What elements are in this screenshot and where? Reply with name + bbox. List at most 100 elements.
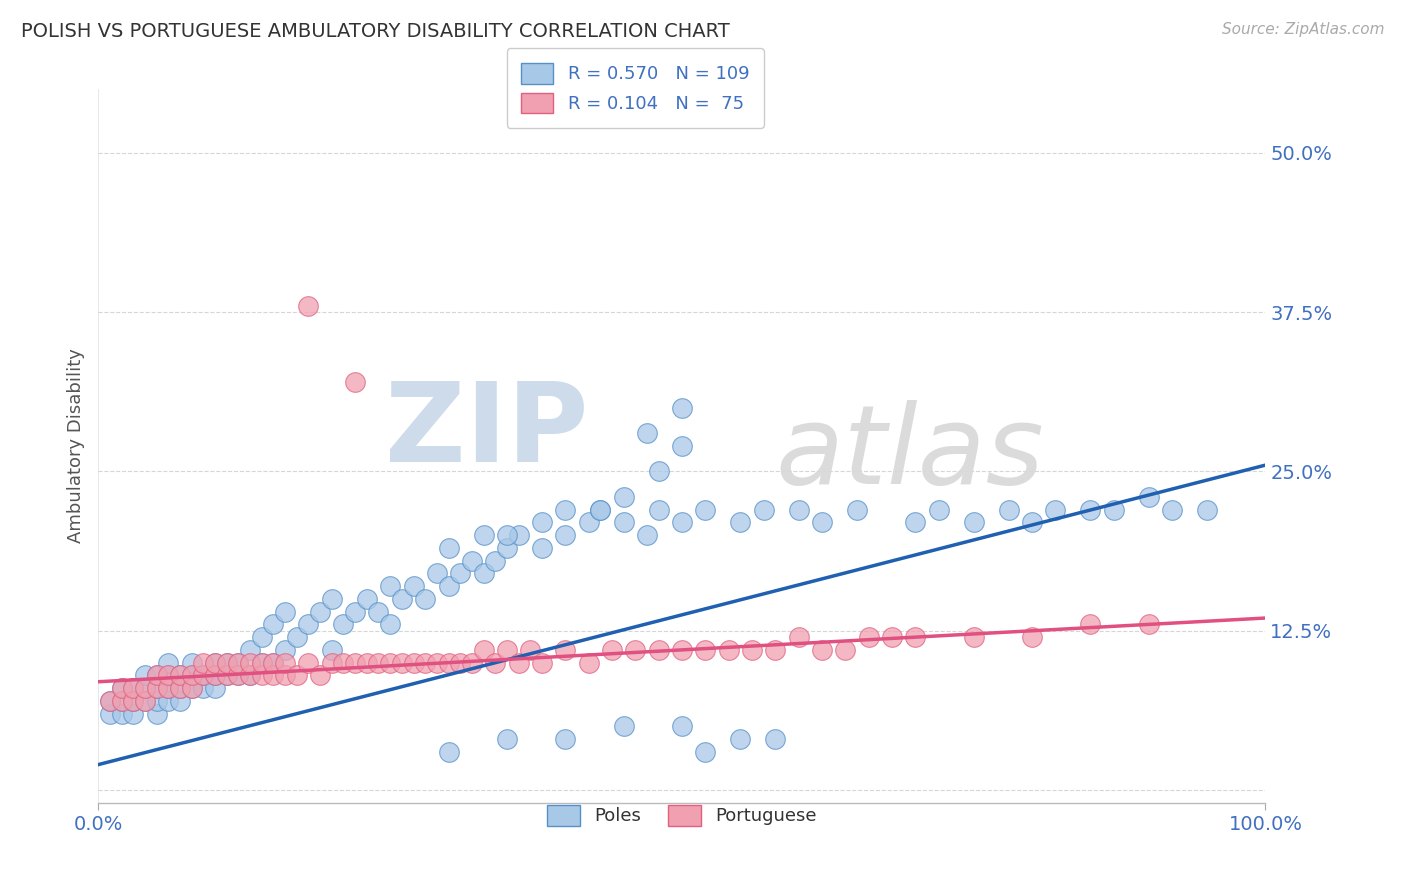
Point — [413, 656, 436, 670]
Point — [111, 694, 134, 708]
Point — [239, 656, 262, 670]
Point — [204, 668, 226, 682]
Point — [554, 502, 576, 516]
Point — [519, 643, 541, 657]
Point — [122, 706, 145, 721]
Point — [763, 643, 786, 657]
Point — [146, 681, 169, 695]
Point — [180, 681, 202, 695]
Point — [215, 668, 238, 682]
Point — [636, 426, 658, 441]
Point — [997, 502, 1019, 516]
Text: atlas: atlas — [775, 400, 1043, 507]
Point — [1195, 502, 1218, 516]
Point — [695, 745, 717, 759]
Point — [297, 299, 319, 313]
Point — [589, 502, 612, 516]
Point — [250, 668, 273, 682]
Point — [157, 668, 180, 682]
Point — [297, 656, 319, 670]
Point — [496, 732, 519, 747]
Point — [215, 668, 238, 682]
Point — [449, 566, 471, 581]
Point — [134, 694, 156, 708]
Point — [904, 630, 927, 644]
Point — [530, 516, 553, 530]
Point — [1102, 502, 1125, 516]
Point — [146, 681, 169, 695]
Point — [787, 502, 810, 516]
Point — [250, 656, 273, 670]
Point — [309, 605, 332, 619]
Point — [671, 719, 693, 733]
Point — [98, 706, 121, 721]
Point — [204, 656, 226, 670]
Point — [134, 681, 156, 695]
Point — [380, 617, 402, 632]
Point — [111, 681, 134, 695]
Point — [530, 541, 553, 555]
Point — [285, 630, 308, 644]
Point — [811, 643, 834, 657]
Point — [169, 681, 191, 695]
Point — [647, 465, 669, 479]
Legend: Poles, Portuguese: Poles, Portuguese — [533, 790, 831, 840]
Point — [157, 681, 180, 695]
Point — [250, 630, 273, 644]
Point — [98, 694, 121, 708]
Point — [426, 566, 449, 581]
Point — [332, 656, 354, 670]
Point — [204, 681, 226, 695]
Point — [834, 643, 856, 657]
Point — [356, 656, 378, 670]
Text: ZIP: ZIP — [385, 378, 589, 485]
Point — [134, 694, 156, 708]
Point — [752, 502, 775, 516]
Point — [274, 605, 297, 619]
Point — [157, 681, 180, 695]
Point — [344, 376, 367, 390]
Point — [146, 706, 169, 721]
Point — [157, 656, 180, 670]
Point — [461, 656, 484, 670]
Point — [613, 719, 636, 733]
Point — [111, 706, 134, 721]
Point — [309, 668, 332, 682]
Point — [426, 656, 449, 670]
Point — [380, 656, 402, 670]
Point — [1021, 516, 1043, 530]
Point — [695, 643, 717, 657]
Point — [122, 694, 145, 708]
Point — [904, 516, 927, 530]
Point — [239, 668, 262, 682]
Point — [180, 668, 202, 682]
Point — [449, 656, 471, 670]
Point — [146, 668, 169, 682]
Y-axis label: Ambulatory Disability: Ambulatory Disability — [66, 349, 84, 543]
Point — [613, 490, 636, 504]
Point — [169, 694, 191, 708]
Point — [157, 668, 180, 682]
Point — [391, 591, 413, 606]
Point — [367, 605, 389, 619]
Point — [554, 528, 576, 542]
Point — [297, 617, 319, 632]
Point — [763, 732, 786, 747]
Point — [647, 502, 669, 516]
Point — [274, 656, 297, 670]
Text: Source: ZipAtlas.com: Source: ZipAtlas.com — [1222, 22, 1385, 37]
Point — [730, 516, 752, 530]
Point — [274, 643, 297, 657]
Point — [321, 656, 343, 670]
Point — [741, 643, 763, 657]
Point — [134, 668, 156, 682]
Point — [367, 656, 389, 670]
Point — [671, 401, 693, 415]
Point — [600, 643, 623, 657]
Point — [1080, 617, 1102, 632]
Point — [98, 694, 121, 708]
Point — [215, 656, 238, 670]
Point — [111, 681, 134, 695]
Point — [613, 516, 636, 530]
Point — [1137, 617, 1160, 632]
